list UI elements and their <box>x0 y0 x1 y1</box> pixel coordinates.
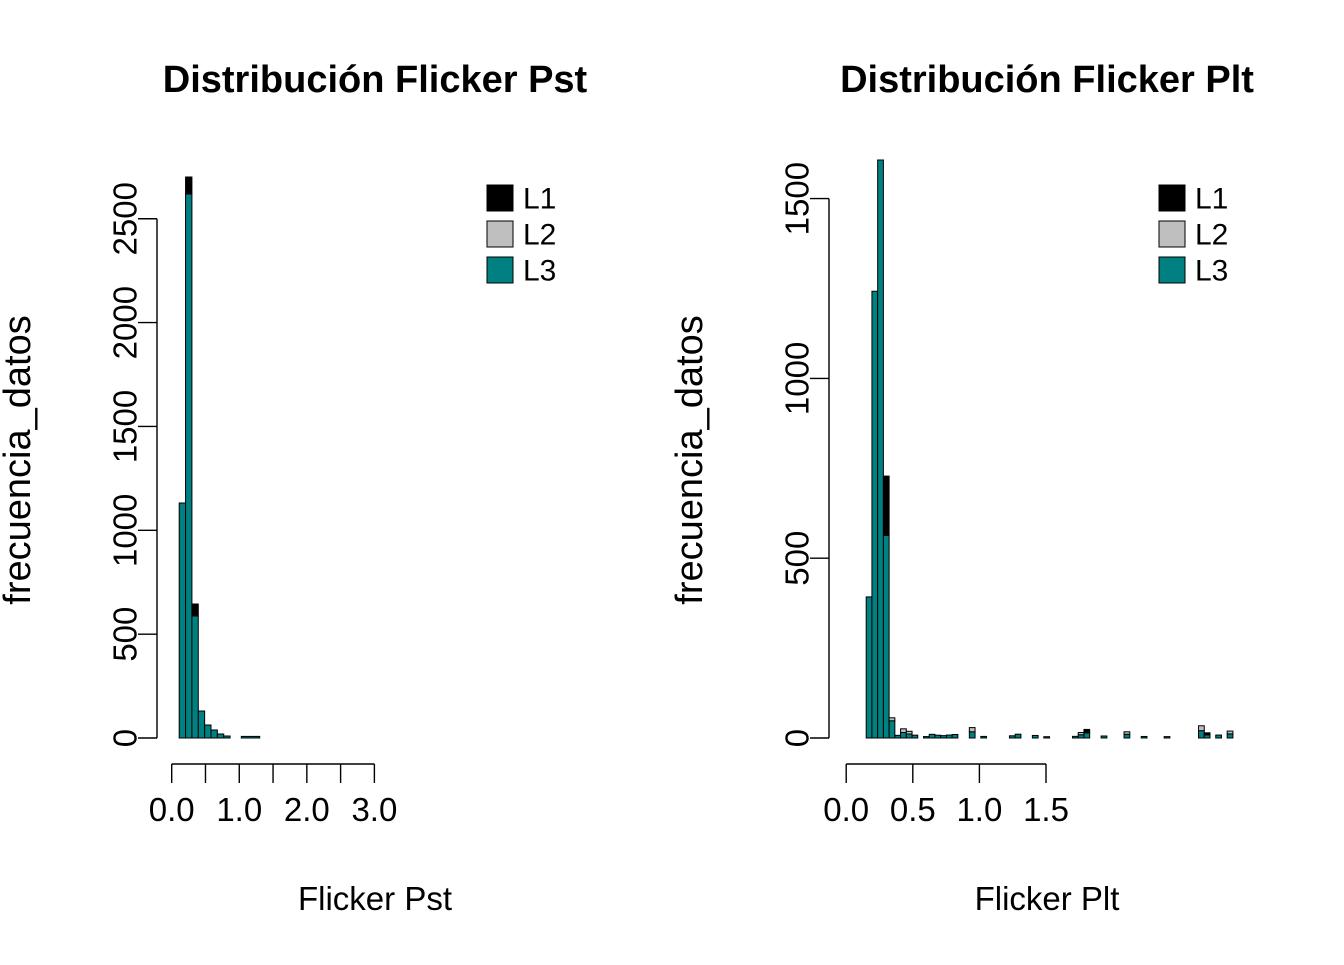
svg-text:L2: L2 <box>1195 219 1228 252</box>
svg-text:1500: 1500 <box>779 162 816 235</box>
svg-text:1500: 1500 <box>107 390 144 463</box>
svg-text:3.0: 3.0 <box>351 791 397 828</box>
svg-text:L1: L1 <box>1195 183 1228 216</box>
svg-text:Flicker Pst: Flicker Pst <box>298 880 452 917</box>
svg-text:frecuencia_datos: frecuencia_datos <box>0 315 39 604</box>
svg-text:500: 500 <box>779 531 816 586</box>
svg-text:0.5: 0.5 <box>890 791 936 828</box>
svg-text:L3: L3 <box>1195 255 1228 288</box>
svg-text:2500: 2500 <box>107 182 144 255</box>
svg-text:L2: L2 <box>523 219 556 252</box>
svg-text:L3: L3 <box>523 255 556 288</box>
svg-text:1.5: 1.5 <box>1023 791 1069 828</box>
svg-text:1.0: 1.0 <box>216 791 262 828</box>
svg-text:Flicker Plt: Flicker Plt <box>975 880 1120 917</box>
svg-text:1000: 1000 <box>779 342 816 415</box>
svg-text:0.0: 0.0 <box>823 791 869 828</box>
svg-text:Distribución Flicker Pst: Distribución Flicker Pst <box>163 59 588 101</box>
svg-text:Distribución Flicker Plt: Distribución Flicker Plt <box>840 59 1254 101</box>
svg-text:500: 500 <box>107 607 144 662</box>
svg-text:L1: L1 <box>523 183 556 216</box>
svg-text:0: 0 <box>107 729 144 747</box>
svg-text:1.0: 1.0 <box>956 791 1002 828</box>
svg-text:frecuencia_datos: frecuencia_datos <box>672 315 711 604</box>
svg-text:2.0: 2.0 <box>284 791 330 828</box>
svg-text:2000: 2000 <box>107 286 144 359</box>
svg-text:0.0: 0.0 <box>149 791 195 828</box>
svg-text:0: 0 <box>779 729 816 747</box>
svg-text:1000: 1000 <box>107 494 144 567</box>
